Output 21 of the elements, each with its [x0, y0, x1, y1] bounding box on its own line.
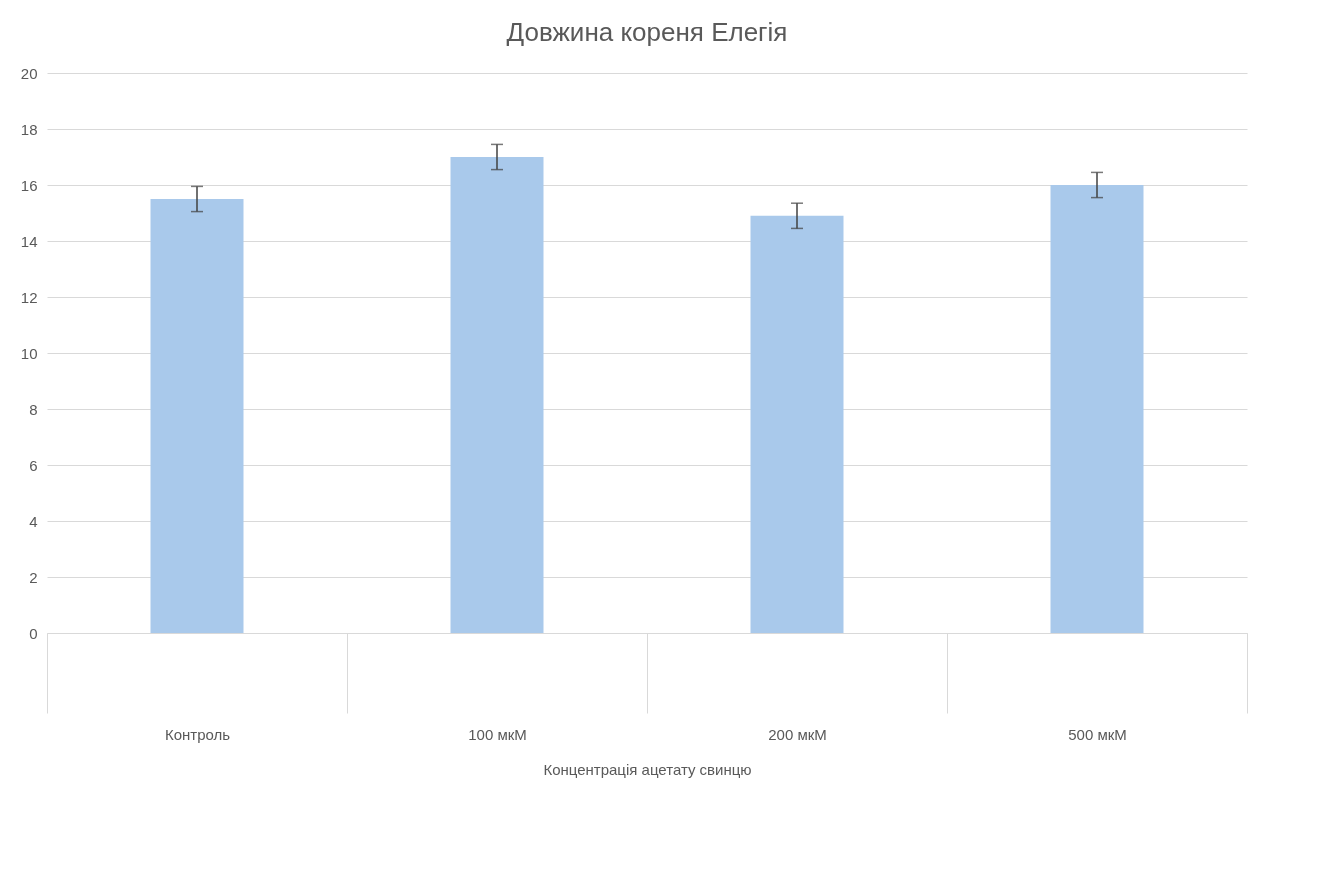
x-tick-label: 100 мкМ [468, 725, 527, 743]
x-axis-title: Концентрація ацетату свинцю [543, 760, 752, 778]
y-tick-label: 2 [29, 568, 38, 586]
y-tick-label: 14 [20, 232, 38, 250]
y-tick-label: 10 [20, 344, 38, 362]
bar [750, 215, 844, 633]
y-tick-label: 0 [29, 624, 38, 642]
chart-title: Довжина кореня Елегія [506, 17, 788, 47]
bar [150, 199, 244, 633]
x-tick-label: 500 мкМ [1068, 725, 1127, 743]
y-tick-label: 20 [20, 64, 38, 82]
x-tick-label: Контроль [164, 725, 231, 743]
y-tick-label: 8 [29, 400, 38, 418]
bar [1050, 185, 1144, 633]
y-tick-label: 4 [29, 512, 38, 530]
bar [450, 157, 544, 633]
x-tick-label: 200 мкМ [768, 725, 827, 743]
y-tick-label: 6 [29, 456, 38, 474]
y-tick-label: 12 [20, 288, 38, 306]
y-tick-label: 16 [20, 176, 38, 194]
y-tick-label: 18 [20, 120, 38, 138]
